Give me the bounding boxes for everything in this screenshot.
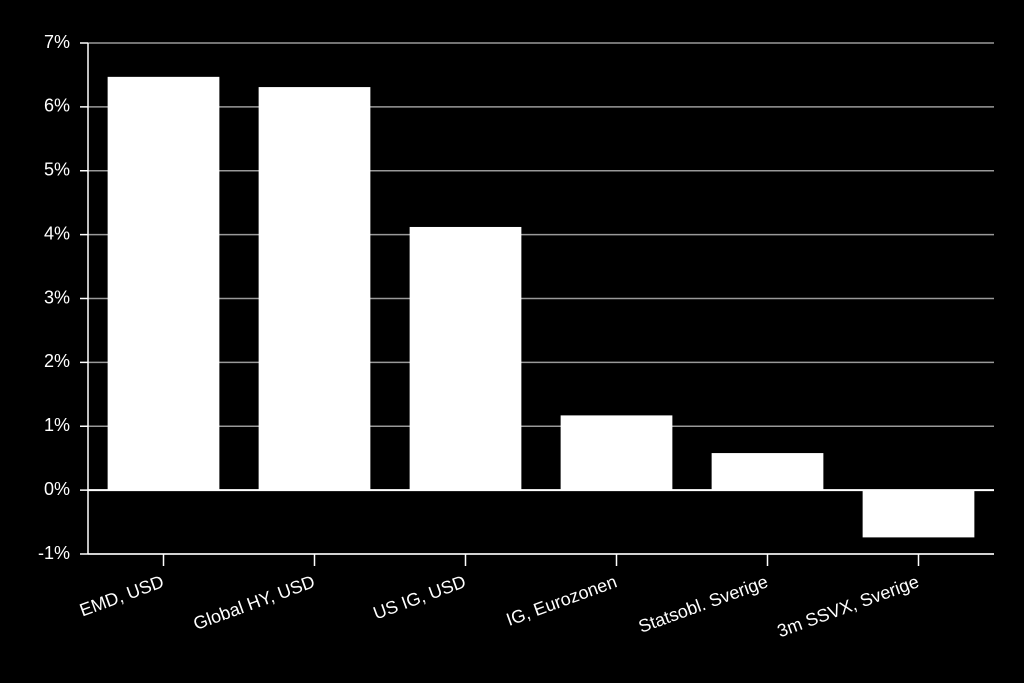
y-tick-label: 3% <box>44 287 70 307</box>
bar <box>560 415 673 491</box>
y-tick-label: 1% <box>44 415 70 435</box>
x-tick-label: Global HY, USD <box>191 571 318 633</box>
bar <box>258 87 371 491</box>
bar <box>107 76 220 491</box>
y-tick-label: 7% <box>44 32 70 52</box>
x-tick-label: Statsobl. Sverige <box>636 571 771 636</box>
x-tick-label: EMD, USD <box>77 571 167 620</box>
y-tick-label: -1% <box>38 543 70 563</box>
bar <box>862 490 975 538</box>
x-tick-label: 3m SSVX, Sverige <box>775 571 922 641</box>
bar <box>409 226 522 491</box>
x-tick-label: US IG, USD <box>370 571 468 623</box>
x-tick-label: IG, Eurozonen <box>504 571 620 629</box>
y-tick-label: 0% <box>44 479 70 499</box>
y-tick-label: 6% <box>44 96 70 116</box>
bar <box>711 453 824 491</box>
y-tick-label: 2% <box>44 351 70 371</box>
y-tick-label: 5% <box>44 160 70 180</box>
y-tick-label: 4% <box>44 223 70 243</box>
